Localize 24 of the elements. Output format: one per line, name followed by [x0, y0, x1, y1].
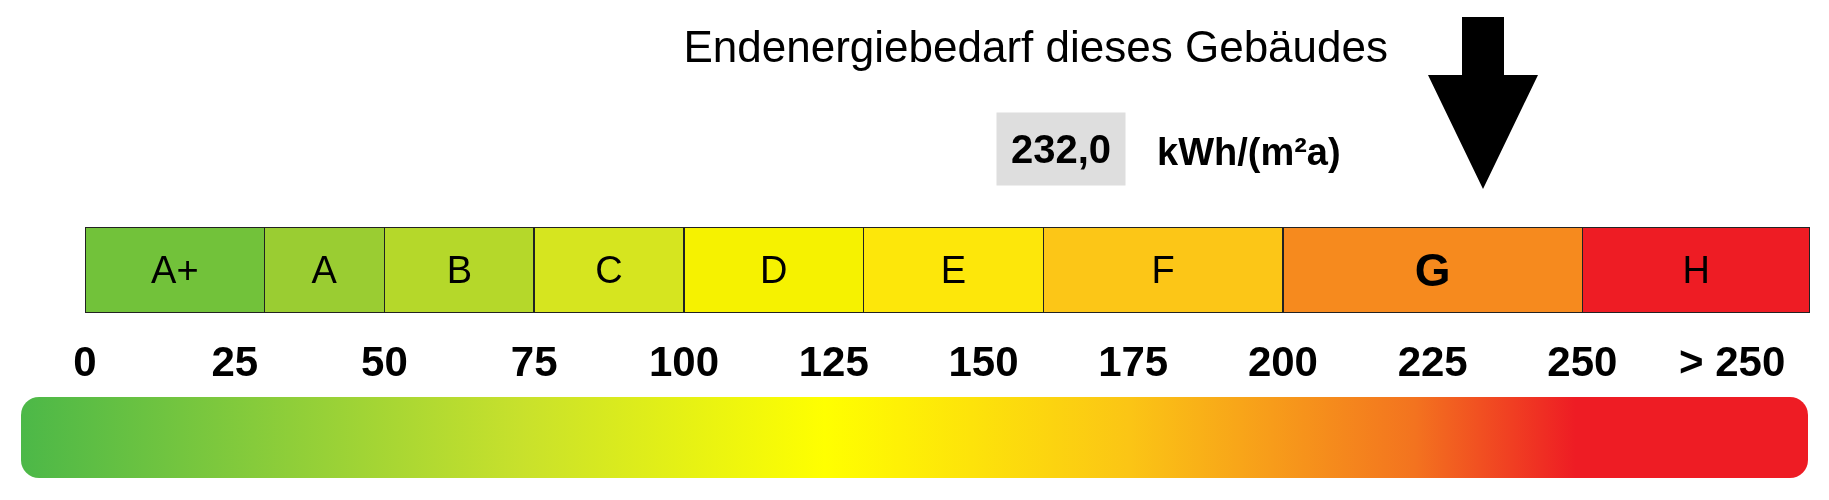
- x-tick-label: 150: [948, 338, 1019, 385]
- series-label: C: [595, 249, 623, 291]
- text: 232,0: [1011, 127, 1112, 171]
- series-label: B: [446, 249, 473, 291]
- series-label: E: [940, 249, 967, 291]
- chart-title: Endenergiebedarf dieses Gebäudes: [683, 22, 1388, 72]
- series-label: A: [311, 249, 338, 291]
- x-tick-label: 100: [648, 338, 719, 385]
- x-tick-label: 25: [211, 338, 259, 385]
- x-tick-label: 175: [1098, 338, 1169, 385]
- series-label: A+: [151, 249, 199, 291]
- series-label: D: [760, 249, 788, 291]
- x-tick-label: 250: [1547, 338, 1618, 385]
- x-tick-label: 125: [798, 338, 869, 385]
- x-tick-label: 50: [361, 338, 408, 385]
- x-tick-label: 200: [1247, 338, 1318, 385]
- series-label: H: [1682, 249, 1710, 291]
- x-tick-label: > 250: [1679, 338, 1786, 385]
- x-tick-label: 225: [1397, 338, 1468, 385]
- x-tick-label: 0: [73, 338, 97, 385]
- series-label: F: [1151, 249, 1175, 291]
- x-tick-label: 75: [510, 338, 558, 385]
- series-label: G: [1414, 244, 1451, 296]
- text: kWh/(m²a): [1157, 131, 1341, 173]
